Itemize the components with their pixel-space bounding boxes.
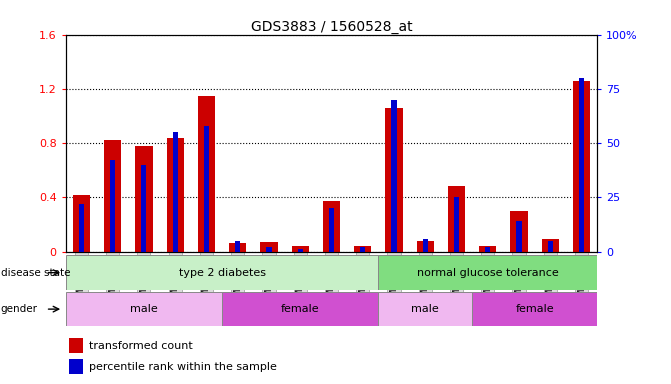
Bar bbox=[198, 96, 215, 252]
Bar bbox=[204, 126, 209, 252]
Bar bbox=[66, 255, 378, 290]
Text: percentile rank within the sample: percentile rank within the sample bbox=[89, 362, 277, 372]
Bar bbox=[260, 242, 278, 252]
Bar bbox=[298, 249, 303, 252]
Bar bbox=[69, 359, 83, 374]
Bar bbox=[423, 238, 428, 252]
Bar bbox=[79, 204, 84, 252]
Bar bbox=[517, 221, 521, 252]
Bar bbox=[360, 247, 365, 252]
Bar bbox=[104, 140, 121, 252]
Bar bbox=[378, 255, 597, 290]
Bar bbox=[391, 100, 397, 252]
Text: gender: gender bbox=[1, 304, 38, 314]
Bar bbox=[541, 239, 559, 252]
Text: transformed count: transformed count bbox=[89, 341, 193, 351]
Bar bbox=[511, 211, 527, 252]
Bar bbox=[548, 241, 553, 252]
Bar bbox=[354, 246, 371, 252]
Bar bbox=[136, 146, 152, 252]
Bar bbox=[485, 247, 491, 252]
Bar bbox=[579, 78, 584, 252]
Bar bbox=[110, 161, 115, 252]
Text: male: male bbox=[130, 304, 158, 314]
Bar bbox=[323, 201, 340, 252]
Bar bbox=[573, 81, 590, 252]
Bar bbox=[472, 292, 597, 326]
Bar bbox=[66, 292, 222, 326]
Text: female: female bbox=[281, 304, 319, 314]
Bar bbox=[417, 241, 434, 252]
Text: female: female bbox=[515, 304, 554, 314]
Bar bbox=[235, 241, 240, 252]
Bar bbox=[266, 247, 272, 252]
Text: disease state: disease state bbox=[1, 268, 70, 278]
Bar bbox=[378, 292, 472, 326]
Bar bbox=[222, 292, 378, 326]
Bar bbox=[385, 108, 403, 252]
Bar bbox=[72, 195, 90, 252]
Title: GDS3883 / 1560528_at: GDS3883 / 1560528_at bbox=[251, 20, 412, 33]
Text: normal glucose tolerance: normal glucose tolerance bbox=[417, 268, 559, 278]
Bar bbox=[329, 208, 334, 252]
Bar bbox=[172, 132, 178, 252]
Bar bbox=[69, 338, 83, 353]
Bar bbox=[166, 137, 184, 252]
Bar bbox=[142, 165, 146, 252]
Bar bbox=[229, 243, 246, 252]
Bar bbox=[292, 246, 309, 252]
Bar bbox=[479, 246, 497, 252]
Text: type 2 diabetes: type 2 diabetes bbox=[178, 268, 266, 278]
Bar bbox=[454, 197, 459, 252]
Bar bbox=[448, 187, 465, 252]
Text: male: male bbox=[411, 304, 439, 314]
